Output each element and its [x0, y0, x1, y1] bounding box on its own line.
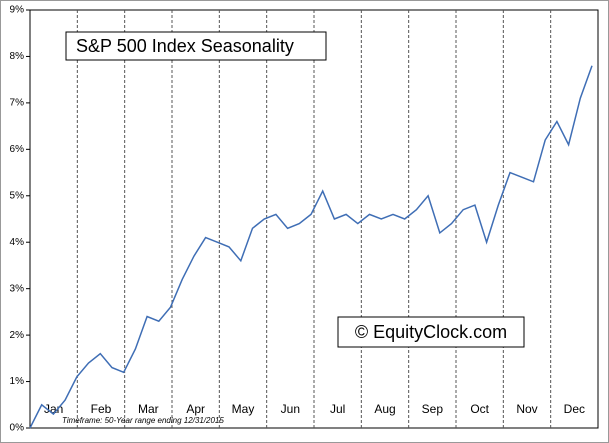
line: [29, 65, 593, 429]
x-tick-label: Jun: [281, 402, 300, 416]
x-tick-label: Aug: [374, 402, 395, 416]
timeframe-note: Timeframe: 50-Year range ending 12/31/20…: [62, 416, 224, 425]
title-box: [65, 31, 327, 61]
plot-area: [29, 9, 599, 429]
x-tick-label: Jan: [44, 402, 63, 416]
x-tick-label: Feb: [91, 402, 112, 416]
y-tick-label: 0%: [10, 423, 25, 434]
x-tick-label: Oct: [470, 402, 489, 416]
x-tick-label: Sep: [422, 402, 444, 416]
x-tick-label: Mar: [138, 402, 159, 416]
x-tick-label: Apr: [186, 402, 205, 416]
x-tick-label: May: [232, 402, 255, 416]
y-tick-label: 4%: [10, 237, 25, 248]
y-tick-label: 6%: [10, 144, 25, 155]
y-tick-label: 8%: [10, 51, 25, 62]
y-tick-label: 9%: [10, 5, 25, 16]
y-tick-label: 3%: [10, 283, 25, 294]
x-tick-label: Jul: [330, 402, 345, 416]
chart-title: S&P 500 Index Seasonality: [76, 36, 294, 56]
y-tick-label: 7%: [10, 98, 25, 109]
x-tick-label: Nov: [516, 402, 537, 416]
watermark: © EquityClock.com: [355, 322, 507, 342]
y-tick-label: 1%: [10, 376, 25, 387]
x-tick-label: Dec: [564, 402, 585, 416]
y-tick-label: 5%: [10, 190, 25, 201]
watermark-box: [337, 316, 525, 348]
y-tick-label: 2%: [10, 330, 25, 341]
